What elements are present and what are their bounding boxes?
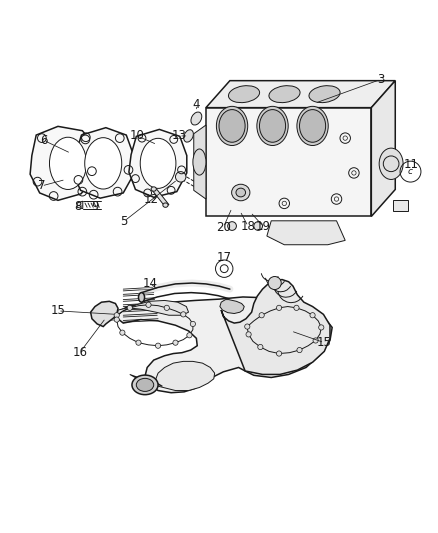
Polygon shape xyxy=(371,80,395,216)
Polygon shape xyxy=(206,108,371,216)
Text: 18: 18 xyxy=(241,220,256,233)
Polygon shape xyxy=(194,125,206,199)
Text: 6: 6 xyxy=(40,134,47,147)
Polygon shape xyxy=(73,128,134,198)
Polygon shape xyxy=(130,361,215,391)
Ellipse shape xyxy=(269,86,300,103)
Circle shape xyxy=(155,343,161,349)
Text: 10: 10 xyxy=(130,130,145,142)
Polygon shape xyxy=(206,80,395,108)
Ellipse shape xyxy=(138,293,145,302)
Text: 15: 15 xyxy=(317,336,332,349)
Text: 11: 11 xyxy=(404,158,419,171)
Polygon shape xyxy=(91,301,118,327)
Text: 9: 9 xyxy=(92,200,99,213)
Ellipse shape xyxy=(85,138,122,189)
Circle shape xyxy=(190,321,195,327)
Ellipse shape xyxy=(193,149,206,175)
Text: 14: 14 xyxy=(143,277,158,289)
Circle shape xyxy=(268,277,281,289)
Ellipse shape xyxy=(232,184,250,201)
Ellipse shape xyxy=(219,110,245,142)
Circle shape xyxy=(310,313,315,318)
Polygon shape xyxy=(129,130,187,197)
Circle shape xyxy=(297,348,302,353)
Text: 17: 17 xyxy=(217,251,232,264)
Circle shape xyxy=(181,312,186,317)
Circle shape xyxy=(176,172,186,182)
Ellipse shape xyxy=(236,188,246,197)
Polygon shape xyxy=(77,201,83,208)
Ellipse shape xyxy=(184,130,193,142)
Circle shape xyxy=(319,325,324,330)
Text: c: c xyxy=(408,167,413,176)
Circle shape xyxy=(164,305,170,310)
Text: 7: 7 xyxy=(38,180,45,192)
Ellipse shape xyxy=(300,110,325,142)
Polygon shape xyxy=(267,221,345,245)
Circle shape xyxy=(258,344,263,350)
Circle shape xyxy=(127,305,132,310)
Polygon shape xyxy=(393,200,408,211)
Text: 3: 3 xyxy=(377,73,385,86)
Circle shape xyxy=(120,330,125,335)
Ellipse shape xyxy=(216,107,248,146)
Ellipse shape xyxy=(136,378,154,391)
Circle shape xyxy=(136,340,141,345)
Ellipse shape xyxy=(379,148,403,180)
Ellipse shape xyxy=(257,107,288,146)
Ellipse shape xyxy=(259,110,286,142)
Text: 16: 16 xyxy=(72,346,87,359)
Polygon shape xyxy=(113,297,332,393)
Text: 4: 4 xyxy=(193,98,200,111)
Circle shape xyxy=(146,302,151,308)
Ellipse shape xyxy=(191,112,202,125)
Ellipse shape xyxy=(132,375,158,394)
Circle shape xyxy=(114,317,119,322)
Circle shape xyxy=(313,338,318,343)
Polygon shape xyxy=(221,279,330,375)
Circle shape xyxy=(245,324,250,329)
Text: 8: 8 xyxy=(74,200,81,213)
Text: 15: 15 xyxy=(50,304,65,317)
Circle shape xyxy=(294,305,299,310)
Circle shape xyxy=(276,351,282,356)
Text: 20: 20 xyxy=(216,221,231,234)
Circle shape xyxy=(173,340,178,345)
Circle shape xyxy=(276,305,282,310)
Polygon shape xyxy=(220,300,244,313)
Ellipse shape xyxy=(140,139,176,188)
Circle shape xyxy=(254,222,262,230)
Polygon shape xyxy=(115,301,188,322)
Ellipse shape xyxy=(163,203,168,207)
Ellipse shape xyxy=(229,86,260,103)
Circle shape xyxy=(114,313,119,318)
Polygon shape xyxy=(30,126,97,200)
Circle shape xyxy=(187,333,192,338)
Circle shape xyxy=(259,313,264,318)
Ellipse shape xyxy=(297,107,328,146)
Text: 5: 5 xyxy=(120,215,128,228)
Ellipse shape xyxy=(151,187,156,191)
Text: 19: 19 xyxy=(256,220,271,233)
Circle shape xyxy=(228,222,237,230)
Text: 12: 12 xyxy=(144,193,159,206)
Polygon shape xyxy=(152,188,169,206)
Ellipse shape xyxy=(309,86,340,103)
Ellipse shape xyxy=(49,137,86,189)
Circle shape xyxy=(246,332,251,337)
Text: 13: 13 xyxy=(172,130,187,142)
